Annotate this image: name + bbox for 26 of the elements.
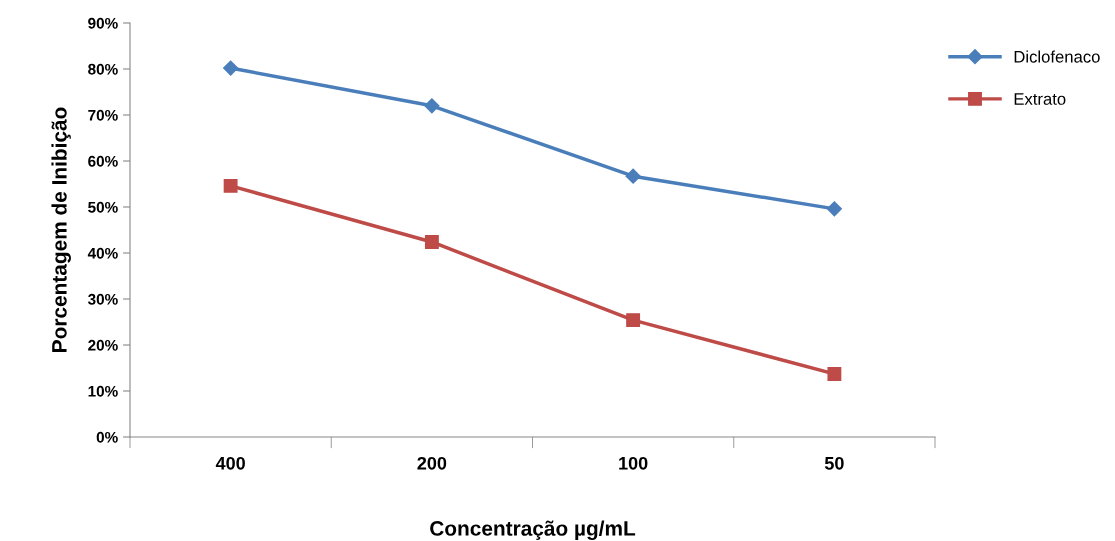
y-tick-label: 40% (87, 247, 118, 259)
x-tick-label: 200 (417, 456, 447, 470)
y-tick-label: 20% (88, 339, 118, 351)
y-tick-label: 10% (88, 385, 118, 397)
point (827, 367, 842, 381)
x-tick-label: 50 (824, 456, 844, 470)
point (626, 313, 641, 328)
legend-label: Extrato (1014, 93, 1066, 105)
y-tick-label: 0% (96, 431, 118, 443)
point (223, 178, 238, 193)
y-tick-label: 60% (88, 155, 118, 167)
x-axis-title: Concentração µg/mL (430, 520, 636, 541)
y-tick-label: 50% (88, 201, 118, 213)
y-tick-label: 80% (88, 63, 118, 75)
x-tick-label: 100 (619, 456, 648, 470)
point (223, 60, 239, 76)
point (424, 235, 439, 249)
point (625, 168, 641, 184)
legend-label: Diclofenaco (1014, 50, 1100, 63)
x-tick-label: 400 (215, 456, 245, 470)
y-tick-label: 30% (87, 293, 118, 305)
y-axis-title: Porcentagem de Inibição (51, 107, 71, 352)
point (826, 201, 842, 217)
y-tick-label: 90% (88, 17, 118, 29)
point (424, 98, 440, 114)
y-tick-label: 70% (88, 109, 118, 121)
